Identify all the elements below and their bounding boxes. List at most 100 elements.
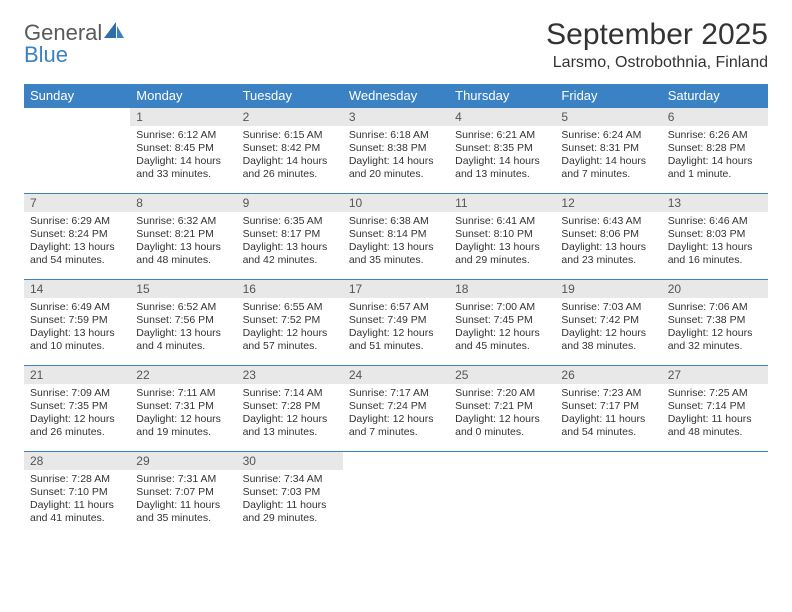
calendar-week-row: 7Sunrise: 6:29 AMSunset: 8:24 PMDaylight… <box>24 193 768 279</box>
daylight-line: Daylight: 12 hours and 57 minutes. <box>243 327 337 353</box>
day-details: Sunrise: 7:03 AMSunset: 7:42 PMDaylight:… <box>555 298 661 360</box>
day-details: Sunrise: 7:20 AMSunset: 7:21 PMDaylight:… <box>449 384 555 446</box>
daylight-line: Daylight: 11 hours and 54 minutes. <box>561 413 655 439</box>
weekday-header: Saturday <box>662 84 768 107</box>
sunset-line: Sunset: 7:52 PM <box>243 314 337 327</box>
day-number: 10 <box>343 193 449 212</box>
sunset-line: Sunset: 8:10 PM <box>455 228 549 241</box>
daylight-line: Daylight: 13 hours and 42 minutes. <box>243 241 337 267</box>
daylight-line: Daylight: 11 hours and 48 minutes. <box>668 413 762 439</box>
daylight-line: Daylight: 14 hours and 26 minutes. <box>243 155 337 181</box>
sunset-line: Sunset: 8:31 PM <box>561 142 655 155</box>
daylight-line: Daylight: 12 hours and 0 minutes. <box>455 413 549 439</box>
sunset-line: Sunset: 8:38 PM <box>349 142 443 155</box>
sunrise-line: Sunrise: 7:25 AM <box>668 387 762 400</box>
calendar-cell: 19Sunrise: 7:03 AMSunset: 7:42 PMDayligh… <box>555 279 661 365</box>
sunset-line: Sunset: 8:35 PM <box>455 142 549 155</box>
day-details: Sunrise: 6:46 AMSunset: 8:03 PMDaylight:… <box>662 212 768 274</box>
day-details: Sunrise: 6:18 AMSunset: 8:38 PMDaylight:… <box>343 126 449 188</box>
calendar-week-row: 14Sunrise: 6:49 AMSunset: 7:59 PMDayligh… <box>24 279 768 365</box>
sunrise-line: Sunrise: 7:14 AM <box>243 387 337 400</box>
day-number: 12 <box>555 193 661 212</box>
sunset-line: Sunset: 7:28 PM <box>243 400 337 413</box>
empty-cell-bar <box>343 451 449 470</box>
sunset-line: Sunset: 7:31 PM <box>136 400 230 413</box>
calendar-cell: 3Sunrise: 6:18 AMSunset: 8:38 PMDaylight… <box>343 107 449 193</box>
empty-cell-bar <box>449 451 555 470</box>
day-number: 22 <box>130 365 236 384</box>
daylight-line: Daylight: 13 hours and 10 minutes. <box>30 327 124 353</box>
calendar-cell <box>24 107 130 193</box>
calendar-week-row: 28Sunrise: 7:28 AMSunset: 7:10 PMDayligh… <box>24 451 768 537</box>
empty-cell-bar <box>24 107 130 126</box>
day-details: Sunrise: 6:24 AMSunset: 8:31 PMDaylight:… <box>555 126 661 188</box>
calendar-cell: 29Sunrise: 7:31 AMSunset: 7:07 PMDayligh… <box>130 451 236 537</box>
sunset-line: Sunset: 7:42 PM <box>561 314 655 327</box>
sunrise-line: Sunrise: 6:49 AM <box>30 301 124 314</box>
day-number: 13 <box>662 193 768 212</box>
calendar-week-row: 1Sunrise: 6:12 AMSunset: 8:45 PMDaylight… <box>24 107 768 193</box>
sunset-line: Sunset: 7:56 PM <box>136 314 230 327</box>
calendar-cell: 14Sunrise: 6:49 AMSunset: 7:59 PMDayligh… <box>24 279 130 365</box>
sunrise-line: Sunrise: 7:23 AM <box>561 387 655 400</box>
day-details: Sunrise: 6:52 AMSunset: 7:56 PMDaylight:… <box>130 298 236 360</box>
calendar-cell: 11Sunrise: 6:41 AMSunset: 8:10 PMDayligh… <box>449 193 555 279</box>
sunrise-line: Sunrise: 7:31 AM <box>136 473 230 486</box>
day-details: Sunrise: 7:23 AMSunset: 7:17 PMDaylight:… <box>555 384 661 446</box>
day-details: Sunrise: 6:49 AMSunset: 7:59 PMDaylight:… <box>24 298 130 360</box>
sunrise-line: Sunrise: 6:52 AM <box>136 301 230 314</box>
daylight-line: Daylight: 14 hours and 20 minutes. <box>349 155 443 181</box>
calendar-cell: 15Sunrise: 6:52 AMSunset: 7:56 PMDayligh… <box>130 279 236 365</box>
weekday-header: Friday <box>555 84 661 107</box>
daylight-line: Daylight: 12 hours and 26 minutes. <box>30 413 124 439</box>
day-number: 24 <box>343 365 449 384</box>
calendar-cell: 10Sunrise: 6:38 AMSunset: 8:14 PMDayligh… <box>343 193 449 279</box>
weekday-header: Wednesday <box>343 84 449 107</box>
daylight-line: Daylight: 14 hours and 7 minutes. <box>561 155 655 181</box>
empty-cell-bar <box>555 451 661 470</box>
sunrise-line: Sunrise: 7:28 AM <box>30 473 124 486</box>
calendar-cell <box>555 451 661 537</box>
sunrise-line: Sunrise: 6:12 AM <box>136 129 230 142</box>
daylight-line: Daylight: 12 hours and 19 minutes. <box>136 413 230 439</box>
daylight-line: Daylight: 13 hours and 54 minutes. <box>30 241 124 267</box>
daylight-line: Daylight: 12 hours and 51 minutes. <box>349 327 443 353</box>
day-details: Sunrise: 7:31 AMSunset: 7:07 PMDaylight:… <box>130 470 236 532</box>
sunset-line: Sunset: 8:14 PM <box>349 228 443 241</box>
daylight-line: Daylight: 12 hours and 7 minutes. <box>349 413 443 439</box>
calendar-cell: 23Sunrise: 7:14 AMSunset: 7:28 PMDayligh… <box>237 365 343 451</box>
sunrise-line: Sunrise: 6:46 AM <box>668 215 762 228</box>
day-number: 5 <box>555 107 661 126</box>
sunrise-line: Sunrise: 6:15 AM <box>243 129 337 142</box>
calendar-cell: 24Sunrise: 7:17 AMSunset: 7:24 PMDayligh… <box>343 365 449 451</box>
sunset-line: Sunset: 7:35 PM <box>30 400 124 413</box>
sunset-line: Sunset: 8:45 PM <box>136 142 230 155</box>
daylight-line: Daylight: 12 hours and 32 minutes. <box>668 327 762 353</box>
sunset-line: Sunset: 7:45 PM <box>455 314 549 327</box>
sunset-line: Sunset: 7:24 PM <box>349 400 443 413</box>
sunrise-line: Sunrise: 7:09 AM <box>30 387 124 400</box>
daylight-line: Daylight: 14 hours and 33 minutes. <box>136 155 230 181</box>
day-number: 26 <box>555 365 661 384</box>
calendar-cell: 22Sunrise: 7:11 AMSunset: 7:31 PMDayligh… <box>130 365 236 451</box>
day-details: Sunrise: 6:57 AMSunset: 7:49 PMDaylight:… <box>343 298 449 360</box>
day-details: Sunrise: 6:35 AMSunset: 8:17 PMDaylight:… <box>237 212 343 274</box>
day-details: Sunrise: 7:09 AMSunset: 7:35 PMDaylight:… <box>24 384 130 446</box>
calendar-cell: 30Sunrise: 7:34 AMSunset: 7:03 PMDayligh… <box>237 451 343 537</box>
calendar-cell: 18Sunrise: 7:00 AMSunset: 7:45 PMDayligh… <box>449 279 555 365</box>
daylight-line: Daylight: 13 hours and 35 minutes. <box>349 241 443 267</box>
calendar-cell: 7Sunrise: 6:29 AMSunset: 8:24 PMDaylight… <box>24 193 130 279</box>
day-number: 2 <box>237 107 343 126</box>
daylight-line: Daylight: 11 hours and 35 minutes. <box>136 499 230 525</box>
calendar-cell: 28Sunrise: 7:28 AMSunset: 7:10 PMDayligh… <box>24 451 130 537</box>
weekday-header: Thursday <box>449 84 555 107</box>
location: Larsmo, Ostrobothnia, Finland <box>546 54 768 72</box>
day-number: 18 <box>449 279 555 298</box>
brand-text: General Blue <box>24 22 124 66</box>
day-details: Sunrise: 6:29 AMSunset: 8:24 PMDaylight:… <box>24 212 130 274</box>
calendar-cell: 8Sunrise: 6:32 AMSunset: 8:21 PMDaylight… <box>130 193 236 279</box>
calendar-cell: 6Sunrise: 6:26 AMSunset: 8:28 PMDaylight… <box>662 107 768 193</box>
sunrise-line: Sunrise: 6:35 AM <box>243 215 337 228</box>
calendar-cell: 1Sunrise: 6:12 AMSunset: 8:45 PMDaylight… <box>130 107 236 193</box>
daylight-line: Daylight: 13 hours and 48 minutes. <box>136 241 230 267</box>
